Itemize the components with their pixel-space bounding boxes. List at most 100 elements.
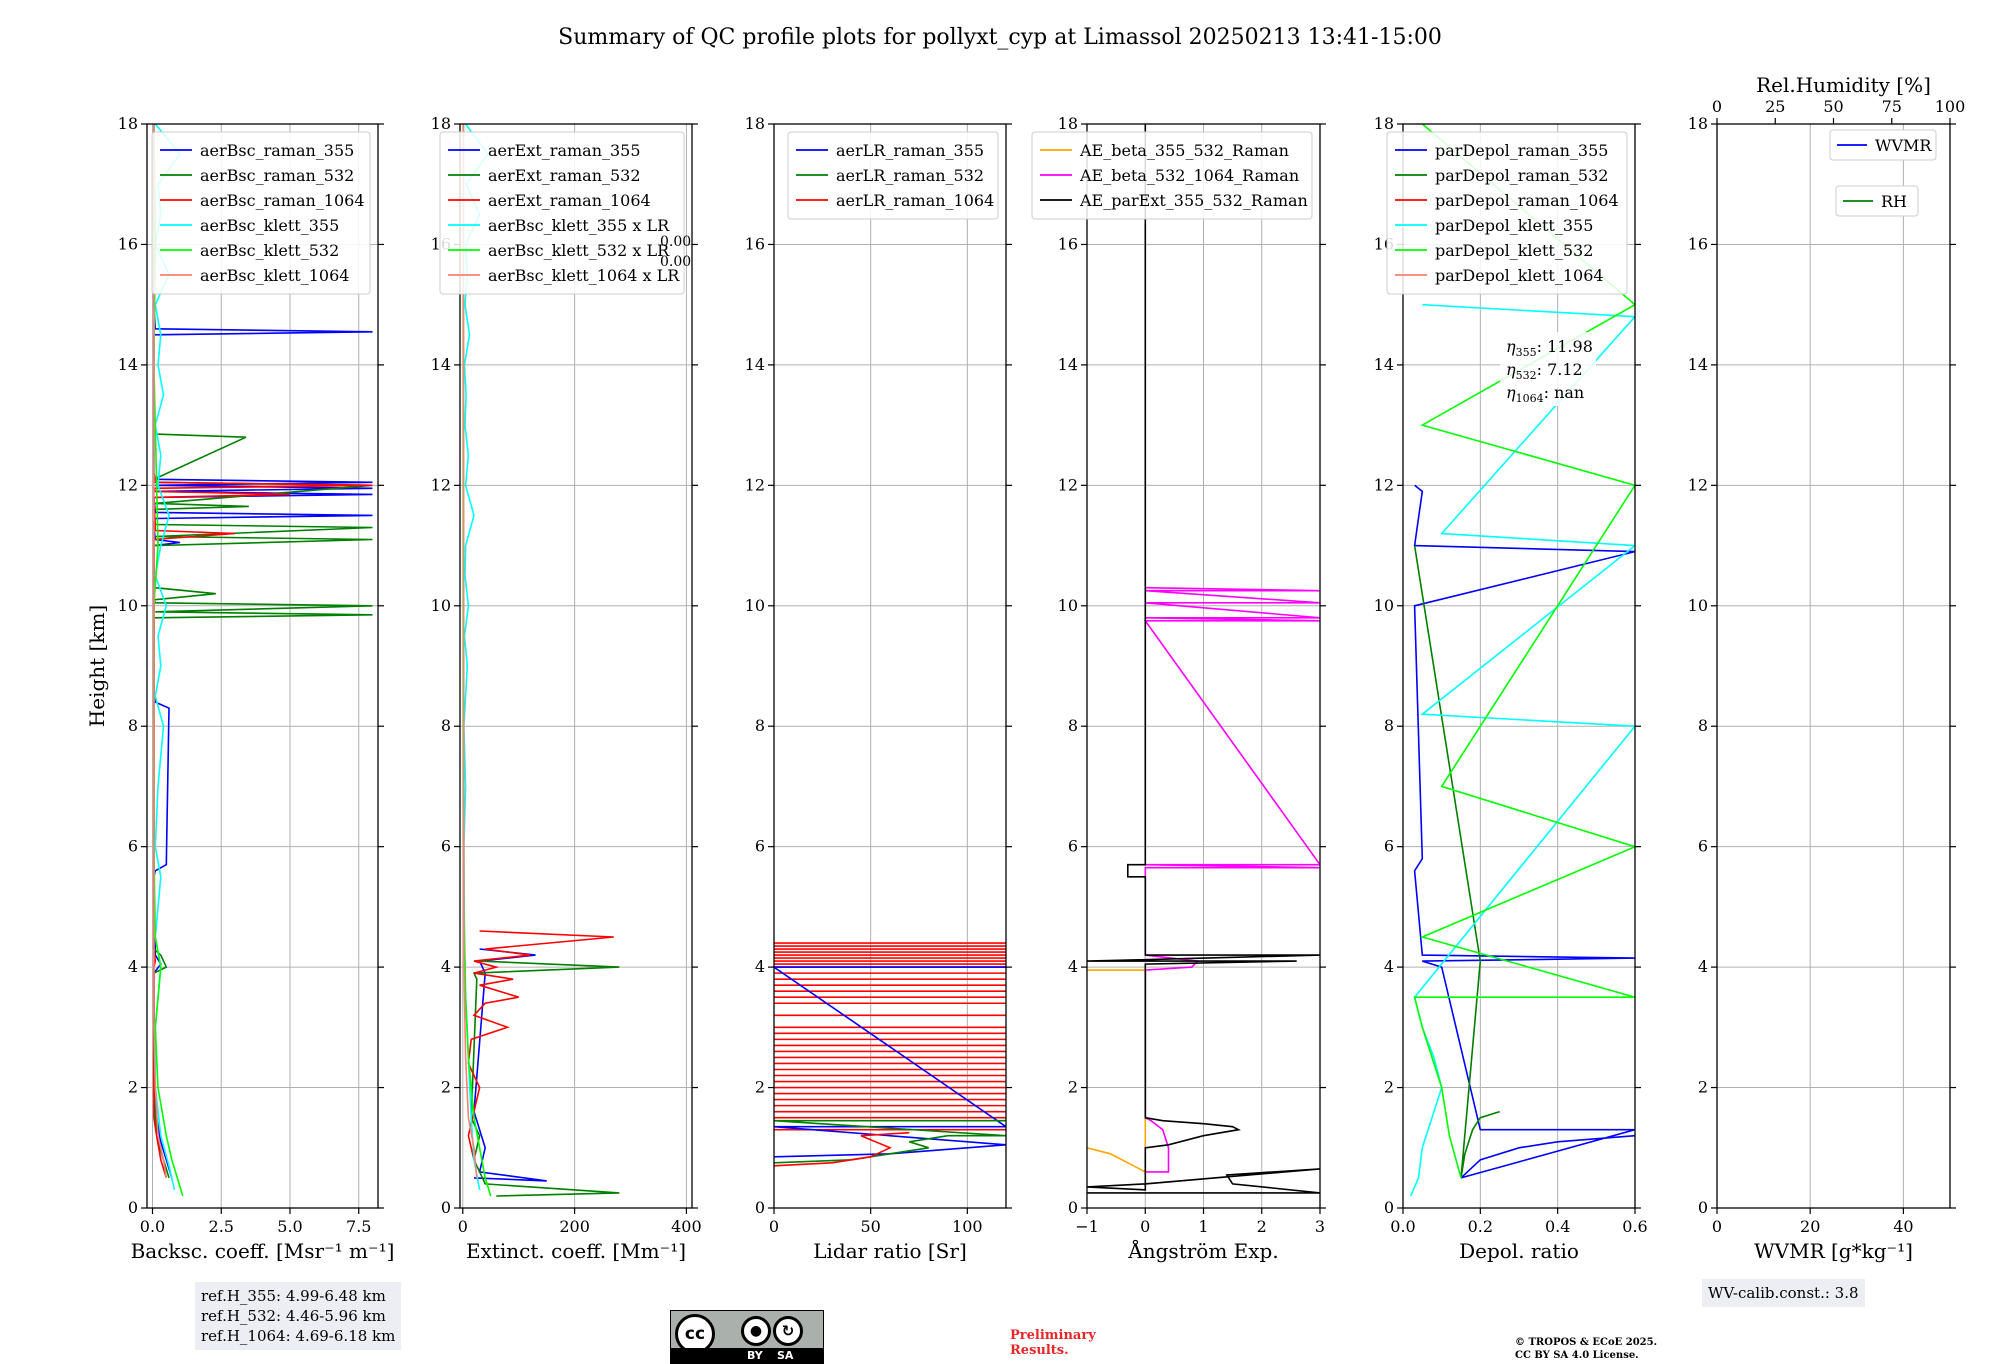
y-tick-label: 2 xyxy=(755,1078,765,1097)
y-tick-label: 0 xyxy=(1384,1198,1394,1217)
eta-annotation-eta_1064_sub: η1064: nan xyxy=(1506,383,1584,405)
cc-license-badge: cc ● ↻ BY SA xyxy=(670,1310,824,1364)
y-tick-label: 18 xyxy=(431,114,451,133)
legend: aerLR_raman_355 aerLR_raman_532 aerLR_rama… xyxy=(787,131,999,220)
share-alike-icon: ↻ xyxy=(773,1316,803,1346)
series-AE_parExt_355_532_Raman xyxy=(1087,124,1320,1194)
y-tick-label: 6 xyxy=(441,837,451,856)
eta-annotation-eta_532_sub: η532: 7.12 xyxy=(1506,360,1583,382)
y-tick-label: 2 xyxy=(441,1078,451,1097)
legend-label: parDepol_raman_355 xyxy=(1435,141,1608,160)
y-tick-label: 2 xyxy=(128,1078,138,1097)
y-tick-label: 0 xyxy=(1698,1198,1708,1217)
legend: aerExt_raman_355 aerExt_raman_532 aerExt_r… xyxy=(439,131,685,295)
preliminary-note: Preliminary Results. xyxy=(1010,1328,1096,1358)
legend-label: parDepol_klett_532 xyxy=(1435,241,1593,260)
x-tick-label: 40 xyxy=(1893,1217,1913,1236)
legend-label: parDepol_klett_355 xyxy=(1435,216,1593,235)
series-aerBsc_klett_1064 x LR xyxy=(462,124,478,1178)
legend-label: aerLR_raman_1064 xyxy=(836,191,994,210)
y-tick-label: 16 xyxy=(1058,234,1078,253)
x-tick-label: 0.0 xyxy=(1390,1217,1415,1236)
ref-height-1064: ref.H_1064: 4.69-6.18 km xyxy=(201,1327,396,1345)
series-aerLR_raman_1064 xyxy=(774,1131,910,1167)
series-parDepol_raman_355 xyxy=(1413,484,1635,1179)
x-tick-label: 7.5 xyxy=(346,1217,371,1236)
series-AE_beta_355_532_Raman xyxy=(1087,969,1147,1190)
ref-height-355: ref.H_355: 4.99-6.48 km xyxy=(201,1287,386,1305)
top-x-tick-label: 75 xyxy=(1882,97,1902,116)
y-tick-label: 12 xyxy=(118,475,138,494)
x-tick-label: 1 xyxy=(1198,1217,1208,1236)
series-AE_beta_532_1064_Raman xyxy=(1143,586,1320,1173)
y-tick-label: 4 xyxy=(441,957,451,976)
legend-label: parDepol_raman_532 xyxy=(1435,166,1608,185)
y-tick-label: 4 xyxy=(755,957,765,976)
legend-label: aerBsc_klett_532 xyxy=(200,241,339,260)
series-aerBsc_klett_1064 xyxy=(153,124,168,1179)
y-tick-label: 14 xyxy=(1374,355,1394,374)
legend-box xyxy=(1829,129,1937,161)
legend-label: RH xyxy=(1881,192,1907,211)
legend-label: aerExt_raman_532 xyxy=(488,166,641,185)
top-x-tick-label: 25 xyxy=(1765,97,1785,116)
x-tick-label: 0 xyxy=(1140,1217,1150,1236)
x-tick-label: 3 xyxy=(1315,1217,1325,1236)
legend-label: aerBsc_raman_355 xyxy=(200,141,354,160)
series-aerBsc_raman_532 xyxy=(152,424,373,1179)
faint-annotation: 0.00 xyxy=(660,234,691,250)
x-axis-label: Ångström Exp. xyxy=(1127,1238,1278,1263)
y-tick-label: 6 xyxy=(128,837,138,856)
legend-box xyxy=(1031,131,1313,220)
series-aerBsc_raman_1064 xyxy=(152,473,373,1179)
legend-box xyxy=(1835,185,1919,217)
cc-sa-label: SA xyxy=(777,1349,794,1362)
y-tick-label: 8 xyxy=(128,716,138,735)
series-aerLR_raman_355 xyxy=(774,966,1006,1158)
y-axis-label: Height [km] xyxy=(85,605,109,727)
x-axis-label: WVMR [g*kg⁻¹] xyxy=(1754,1239,1913,1263)
preliminary-line-2: Results. xyxy=(1010,1343,1069,1358)
axes-frame xyxy=(1402,123,1636,1209)
y-tick-label: 14 xyxy=(118,355,138,374)
x-tick-label: 0 xyxy=(769,1217,779,1236)
x-tick-label: 0 xyxy=(458,1217,468,1236)
y-tick-label: 18 xyxy=(1058,114,1078,133)
legend: parDepol_raman_355 parDepol_raman_532 parD… xyxy=(1386,131,1628,295)
x-tick-label: 50 xyxy=(860,1217,880,1236)
y-tick-label: 18 xyxy=(1688,114,1708,133)
y-tick-label: 6 xyxy=(1698,837,1708,856)
axes-frame xyxy=(1716,123,1951,1209)
legend-label: aerLR_raman_355 xyxy=(836,141,984,160)
y-tick-label: 10 xyxy=(1688,596,1708,615)
legend-label: WVMR xyxy=(1875,136,1932,155)
copyright-line-2: CC BY SA 4.0 License. xyxy=(1515,1350,1639,1361)
eta-annotation-box xyxy=(1500,332,1596,406)
y-tick-label: 0 xyxy=(755,1198,765,1217)
legend-box xyxy=(151,131,371,295)
x-axis-label: Backsc. coeff. [Msr⁻¹ m⁻¹] xyxy=(131,1239,395,1263)
y-tick-label: 2 xyxy=(1068,1078,1078,1097)
y-tick-label: 14 xyxy=(1058,355,1078,374)
y-tick-label: 8 xyxy=(1068,716,1078,735)
x-tick-label: 400 xyxy=(671,1217,702,1236)
x-tick-label: 20 xyxy=(1800,1217,1820,1236)
panel-2: 0246810121416180200400Extinct. coeff. [M… xyxy=(431,114,702,1263)
y-tick-label: 10 xyxy=(1058,596,1078,615)
eta-annotation-eta_355_sub: η355: 11.98 xyxy=(1506,337,1593,359)
cc-icon: cc xyxy=(675,1314,715,1354)
x-tick-label: 0.4 xyxy=(1545,1217,1570,1236)
top-x-tick-label: 100 xyxy=(1935,97,1966,116)
y-tick-label: 14 xyxy=(1688,355,1708,374)
axes-frame xyxy=(773,123,1007,1209)
y-tick-label: 16 xyxy=(118,234,138,253)
panel-3: 0 2 4 6 8 10 12 14 16 18 0 50 100 Lidar ratio [Sr] aer… xyxy=(745,114,1012,1263)
series-parDepol_klett_355 xyxy=(1409,303,1635,1197)
legend-label: aerLR_raman_532 xyxy=(836,166,984,185)
y-tick-label: 4 xyxy=(128,957,138,976)
legend-label: AE_beta_532_1064_Raman xyxy=(1079,166,1299,185)
series-parDepol_raman_532 xyxy=(1413,545,1500,1179)
